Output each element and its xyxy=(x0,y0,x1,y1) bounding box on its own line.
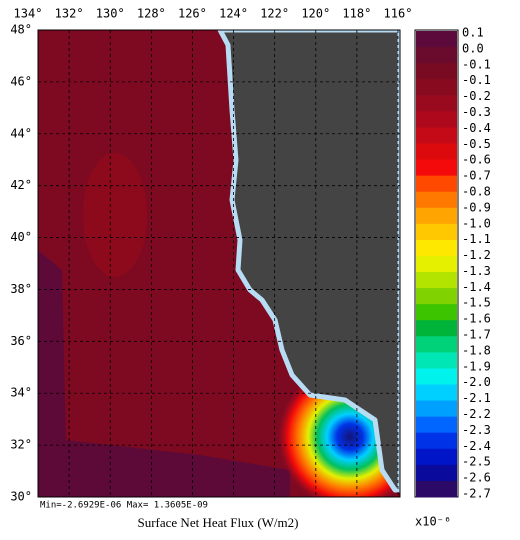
colorbar-label: 0.1 xyxy=(462,26,484,40)
colorbar-label: -1.1 xyxy=(462,232,491,246)
colorbar-band xyxy=(416,143,457,161)
x-tick-label: 120° xyxy=(301,7,330,21)
colorbar-label: -1.9 xyxy=(462,359,491,373)
y-tick-label: 32° xyxy=(10,438,32,452)
colorbar-label: -0.7 xyxy=(462,169,491,183)
colorbar-band xyxy=(416,255,457,273)
colorbar-band xyxy=(416,288,457,305)
colorbar-label: 0.0 xyxy=(462,41,484,55)
colorbar-band xyxy=(416,191,457,209)
colorbar-label: -2.0 xyxy=(462,375,491,389)
colorbar-band xyxy=(416,111,457,128)
map-field xyxy=(38,30,400,497)
map-frame xyxy=(37,29,401,498)
y-tick-label: 36° xyxy=(10,334,32,348)
colorbar-label: -1.4 xyxy=(462,280,491,294)
colorbar-band xyxy=(416,432,457,450)
y-tick-label: 38° xyxy=(10,282,32,296)
x-tick-label: 124° xyxy=(219,7,248,21)
colorbar-label: -0.1 xyxy=(462,73,491,87)
x-tick-label: 134° xyxy=(14,7,43,21)
colorbar-label: -2.2 xyxy=(462,407,491,421)
colorbar-label: -0.5 xyxy=(462,137,491,151)
colorbar-band xyxy=(416,304,457,321)
colorbar-band xyxy=(416,400,457,418)
colorbar-band xyxy=(416,79,457,96)
colorbar-label: -1.3 xyxy=(462,264,491,278)
colorbar-label: -1.2 xyxy=(462,248,491,262)
colorbar-label: -2.1 xyxy=(462,391,491,405)
colorbar-band xyxy=(416,320,457,337)
x-tick-label: 118° xyxy=(342,7,371,21)
colorbar-band xyxy=(416,448,457,466)
colorbar-label: -2.7 xyxy=(462,487,491,501)
chart-title: Surface Net Heat Flux (W/m2) xyxy=(137,515,298,530)
land xyxy=(217,30,400,493)
colorbar-band xyxy=(416,272,457,289)
colorbar-band xyxy=(416,31,457,48)
y-tick-label: 46° xyxy=(10,74,32,88)
y-tick-label: 48° xyxy=(10,23,32,37)
colorbar-band xyxy=(416,368,457,386)
y-tick-label: 44° xyxy=(10,126,32,140)
colorbar-label: -0.1 xyxy=(462,57,491,71)
colorbar-label: -0.9 xyxy=(462,200,491,214)
colorbar-label: -0.3 xyxy=(462,105,491,119)
x-tick-label: 122° xyxy=(260,7,289,21)
colorbar-band xyxy=(416,159,457,177)
colorbar-label: -2.5 xyxy=(462,455,491,469)
colorbar-label: -0.4 xyxy=(462,121,491,135)
x-tick-label: 116° xyxy=(384,7,413,21)
colorbar-band xyxy=(416,95,457,112)
colorbar-band xyxy=(416,416,457,434)
colorbar-label: -2.4 xyxy=(462,439,491,453)
colorbar-label: -1.6 xyxy=(462,312,491,326)
colorbar-band xyxy=(416,207,457,225)
colorbar-label: -2.3 xyxy=(462,423,491,437)
y-tick-label: 40° xyxy=(10,230,32,244)
colorbar-label: -0.6 xyxy=(462,153,491,167)
low-field xyxy=(38,250,290,497)
colorbar-band xyxy=(416,239,457,257)
colorbar-label: -1.8 xyxy=(462,343,491,357)
colorbar-band xyxy=(416,223,457,241)
min-max: Min=-2.6929E-06 Max= 1.3605E-09 xyxy=(40,501,208,511)
colorbar-label: -0.8 xyxy=(462,184,491,198)
colorbar-label: -0.2 xyxy=(462,89,491,103)
colorbar-unit: x10⁻⁶ xyxy=(415,515,451,529)
colorbar-band xyxy=(416,384,457,402)
x-tick-label: 130° xyxy=(96,7,125,21)
colorbar-band xyxy=(416,464,457,482)
colorbar-band xyxy=(416,352,457,369)
colorbar-band xyxy=(416,336,457,353)
colorbar-label: -1.5 xyxy=(462,296,491,310)
patch xyxy=(83,153,147,277)
colorbar-label: -2.6 xyxy=(462,471,491,485)
colorbar-label: -1.7 xyxy=(462,328,491,342)
x-tick-label: 132° xyxy=(55,7,84,21)
colorbar-band xyxy=(416,480,457,498)
colorbar-band xyxy=(416,127,457,144)
colorbar-label: -1.0 xyxy=(462,216,491,230)
colorbar-band xyxy=(416,63,457,80)
y-tick-label: 34° xyxy=(10,386,32,400)
y-tick-label: 42° xyxy=(10,178,32,192)
x-tick-label: 126° xyxy=(178,7,207,21)
colorbar-band xyxy=(416,175,457,193)
colorbar-band xyxy=(416,47,457,64)
y-tick-label: 30° xyxy=(10,490,32,504)
x-tick-label: 128° xyxy=(137,7,166,21)
